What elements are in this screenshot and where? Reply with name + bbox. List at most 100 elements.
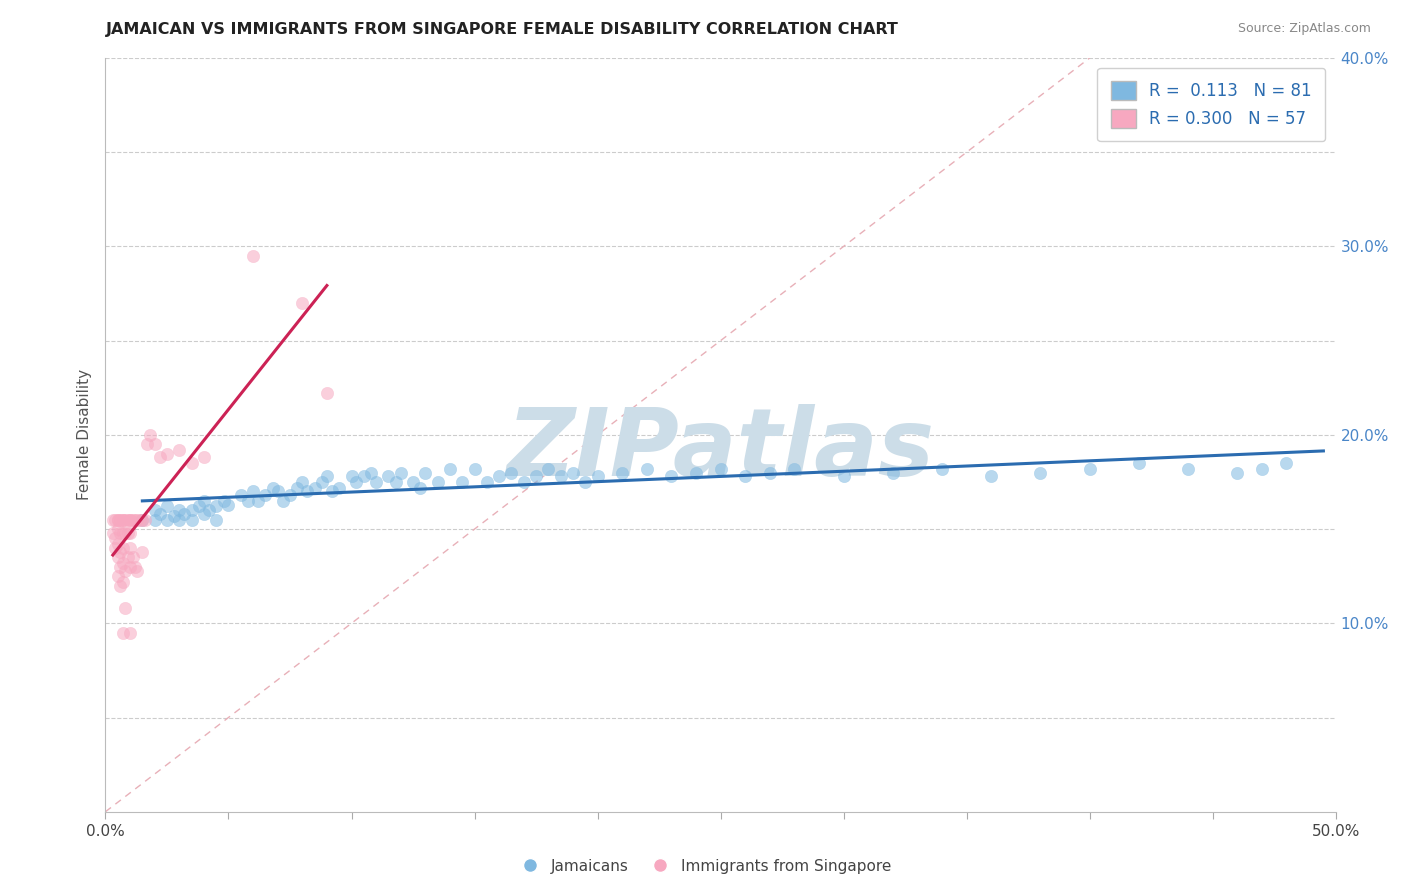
Point bbox=[1275, 456, 1298, 470]
Point bbox=[149, 507, 172, 521]
Point bbox=[121, 550, 143, 565]
Point bbox=[550, 469, 572, 483]
Point bbox=[101, 525, 124, 540]
Point bbox=[131, 544, 153, 558]
Point bbox=[110, 579, 132, 593]
Point bbox=[377, 469, 399, 483]
Point bbox=[1251, 462, 1274, 476]
Point bbox=[353, 469, 375, 483]
Y-axis label: Female Disability: Female Disability bbox=[77, 369, 93, 500]
Point bbox=[131, 513, 153, 527]
Point bbox=[212, 493, 235, 508]
Point bbox=[931, 462, 953, 476]
Point bbox=[402, 475, 425, 489]
Point bbox=[1177, 462, 1199, 476]
Point bbox=[111, 541, 134, 555]
Point bbox=[163, 508, 186, 523]
Point bbox=[169, 442, 191, 457]
Point bbox=[120, 625, 141, 640]
Point bbox=[131, 513, 153, 527]
Point bbox=[513, 475, 536, 489]
Point bbox=[114, 564, 136, 578]
Point bbox=[247, 493, 270, 508]
Point bbox=[832, 469, 855, 483]
Point bbox=[107, 537, 129, 551]
Point bbox=[107, 513, 129, 527]
Point bbox=[254, 488, 277, 502]
Point bbox=[661, 469, 683, 483]
Point bbox=[501, 466, 523, 480]
Point bbox=[124, 559, 146, 574]
Point bbox=[475, 475, 498, 489]
Point bbox=[138, 428, 162, 442]
Point bbox=[586, 469, 609, 483]
Point bbox=[271, 493, 294, 508]
Point bbox=[278, 488, 301, 502]
Text: Source: ZipAtlas.com: Source: ZipAtlas.com bbox=[1237, 22, 1371, 36]
Point bbox=[111, 513, 134, 527]
Point bbox=[328, 481, 350, 495]
Point bbox=[685, 466, 707, 480]
Point bbox=[180, 456, 202, 470]
Point bbox=[114, 525, 136, 540]
Legend: Jamaicans, Immigrants from Singapore: Jamaicans, Immigrants from Singapore bbox=[509, 853, 897, 880]
Point bbox=[107, 522, 129, 536]
Point bbox=[101, 513, 124, 527]
Point bbox=[143, 513, 166, 527]
Point bbox=[117, 513, 139, 527]
Point bbox=[783, 462, 806, 476]
Point bbox=[882, 466, 904, 480]
Point bbox=[236, 493, 260, 508]
Point bbox=[124, 513, 146, 527]
Point bbox=[117, 550, 139, 565]
Point bbox=[389, 466, 412, 480]
Point bbox=[121, 513, 143, 527]
Point bbox=[188, 500, 211, 514]
Point bbox=[104, 513, 127, 527]
Point bbox=[114, 601, 136, 615]
Point bbox=[114, 513, 136, 527]
Point bbox=[197, 503, 221, 517]
Point bbox=[311, 475, 333, 489]
Point bbox=[636, 462, 658, 476]
Point bbox=[488, 469, 510, 483]
Point bbox=[464, 462, 486, 476]
Point bbox=[229, 488, 252, 502]
Point bbox=[537, 462, 560, 476]
Point bbox=[262, 481, 284, 495]
Point bbox=[120, 559, 141, 574]
Point bbox=[143, 503, 166, 517]
Point bbox=[193, 507, 215, 521]
Point bbox=[1029, 466, 1052, 480]
Point bbox=[205, 513, 228, 527]
Point bbox=[169, 503, 191, 517]
Point bbox=[156, 513, 179, 527]
Text: ZIPatlas: ZIPatlas bbox=[506, 404, 935, 496]
Point bbox=[287, 481, 309, 495]
Point bbox=[218, 498, 240, 512]
Point bbox=[107, 550, 129, 565]
Point bbox=[346, 475, 368, 489]
Point bbox=[291, 296, 314, 310]
Point bbox=[1128, 456, 1150, 470]
Point bbox=[415, 466, 437, 480]
Point bbox=[111, 525, 134, 540]
Point bbox=[426, 475, 449, 489]
Point bbox=[156, 447, 179, 461]
Point bbox=[574, 475, 596, 489]
Point bbox=[242, 249, 264, 263]
Point bbox=[111, 625, 134, 640]
Point bbox=[980, 469, 1002, 483]
Point bbox=[193, 450, 215, 465]
Point bbox=[143, 437, 166, 451]
Point bbox=[439, 462, 461, 476]
Point bbox=[111, 556, 134, 570]
Legend: R =  0.113   N = 81, R = 0.300   N = 57: R = 0.113 N = 81, R = 0.300 N = 57 bbox=[1097, 68, 1324, 141]
Point bbox=[180, 513, 202, 527]
Point bbox=[173, 507, 195, 521]
Point bbox=[136, 437, 159, 451]
Point bbox=[127, 564, 149, 578]
Point bbox=[710, 462, 733, 476]
Point bbox=[134, 513, 156, 527]
Text: JAMAICAN VS IMMIGRANTS FROM SINGAPORE FEMALE DISABILITY CORRELATION CHART: JAMAICAN VS IMMIGRANTS FROM SINGAPORE FE… bbox=[105, 22, 898, 37]
